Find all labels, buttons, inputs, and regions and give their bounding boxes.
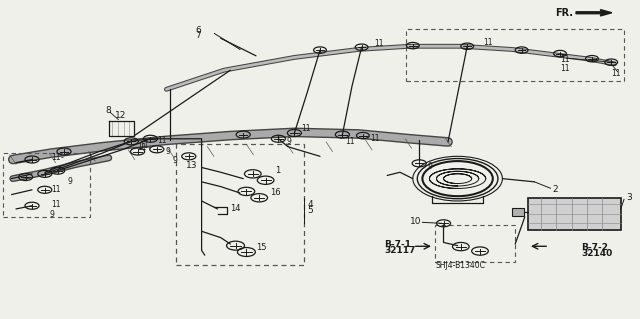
Text: 16: 16 xyxy=(270,189,281,197)
Bar xyxy=(512,208,524,216)
Text: 11: 11 xyxy=(51,153,61,162)
Text: 11: 11 xyxy=(140,141,149,150)
Text: 9: 9 xyxy=(50,210,55,219)
Text: 11: 11 xyxy=(51,185,61,194)
Text: 9: 9 xyxy=(287,137,292,146)
Text: 4: 4 xyxy=(307,200,313,209)
Text: 13: 13 xyxy=(186,161,197,170)
Text: 1: 1 xyxy=(275,166,280,175)
Text: 9: 9 xyxy=(173,156,178,165)
Text: -: - xyxy=(147,143,150,152)
Text: 12: 12 xyxy=(115,111,127,120)
Text: SHJ4-B1340C: SHJ4-B1340C xyxy=(436,261,486,270)
Text: 11: 11 xyxy=(483,38,493,47)
Text: 32117: 32117 xyxy=(384,246,415,255)
Text: 15: 15 xyxy=(256,243,266,252)
Text: 11: 11 xyxy=(51,200,61,209)
Text: 11: 11 xyxy=(611,69,621,78)
Text: 11: 11 xyxy=(346,137,355,146)
Text: 11: 11 xyxy=(138,143,147,152)
Text: 11: 11 xyxy=(560,64,570,73)
Text: 8: 8 xyxy=(106,106,111,115)
Text: B-7-1: B-7-1 xyxy=(384,240,411,249)
Text: 32140: 32140 xyxy=(581,249,612,258)
Text: 5: 5 xyxy=(307,206,313,215)
Text: B-7-2: B-7-2 xyxy=(581,243,608,252)
Text: 2: 2 xyxy=(552,185,558,194)
Text: 10: 10 xyxy=(410,217,421,226)
Text: 11: 11 xyxy=(560,55,570,63)
Text: 11: 11 xyxy=(301,124,310,133)
Text: 11: 11 xyxy=(157,136,167,145)
Text: 11: 11 xyxy=(374,39,384,48)
Text: 9: 9 xyxy=(67,177,72,186)
Text: 9: 9 xyxy=(165,147,170,156)
Text: FR.: FR. xyxy=(555,8,573,18)
Polygon shape xyxy=(576,10,612,16)
Text: -: - xyxy=(61,153,63,162)
Text: 3: 3 xyxy=(626,193,632,202)
Text: 6: 6 xyxy=(195,26,201,35)
Text: 14: 14 xyxy=(230,204,241,213)
Bar xyxy=(528,198,621,230)
Text: 7: 7 xyxy=(195,31,201,40)
Text: 11: 11 xyxy=(370,134,380,143)
Text: 9: 9 xyxy=(428,162,433,171)
